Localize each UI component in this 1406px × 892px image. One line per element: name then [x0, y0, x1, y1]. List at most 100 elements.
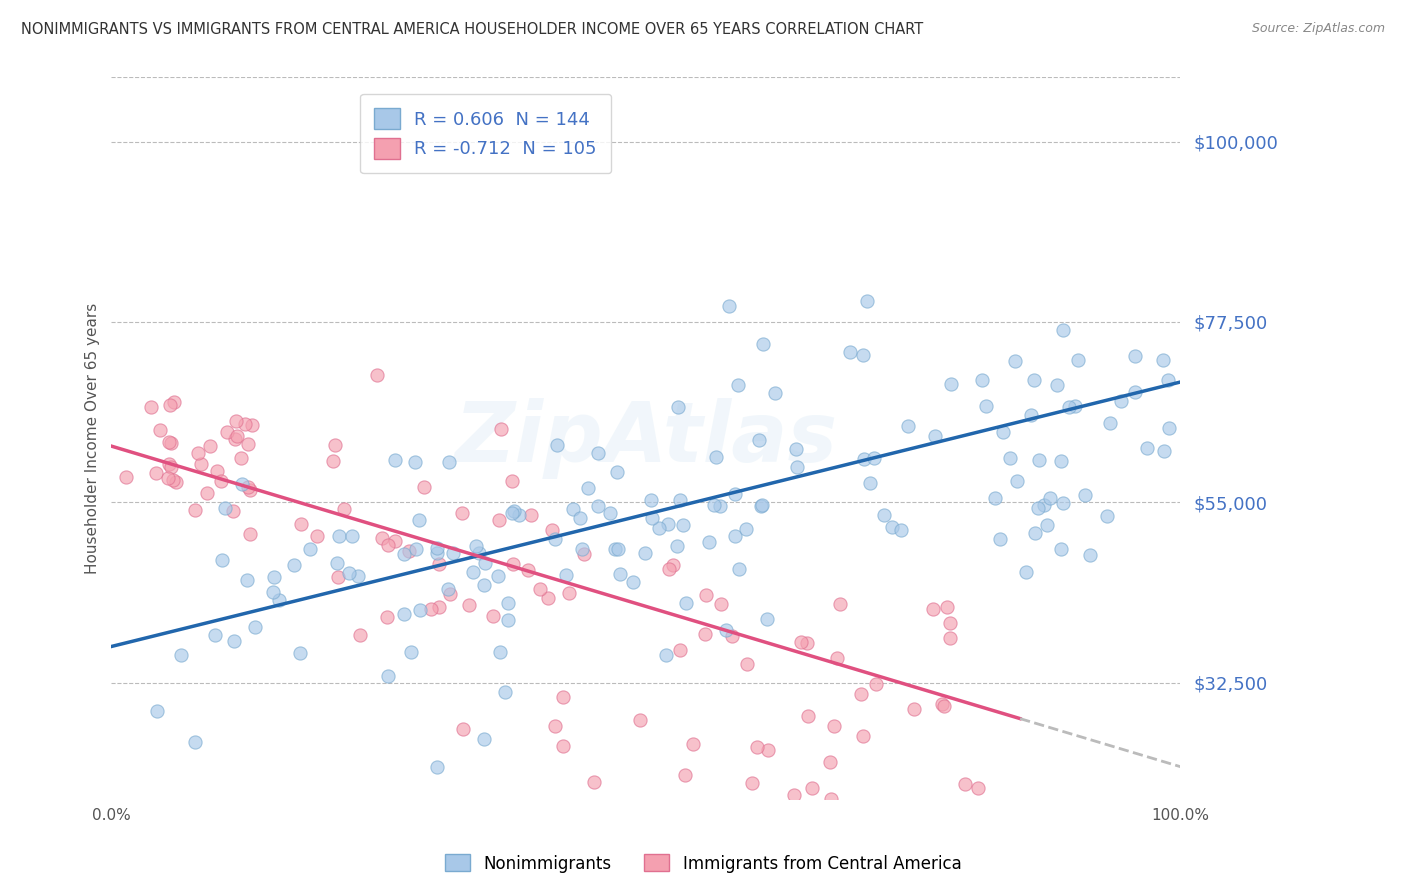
Point	[426, 541, 449, 555]
Point	[796, 709, 818, 723]
Point	[1004, 354, 1026, 368]
Point	[976, 399, 998, 413]
Point	[561, 502, 583, 516]
Point	[697, 534, 720, 549]
Point	[714, 623, 737, 637]
Point	[988, 532, 1011, 546]
Point	[472, 578, 495, 592]
Text: ZipAtlas: ZipAtlas	[454, 398, 838, 479]
Point	[405, 541, 427, 556]
Point	[437, 455, 460, 469]
Point	[170, 648, 193, 663]
Point	[852, 451, 875, 466]
Point	[931, 697, 953, 711]
Point	[972, 373, 994, 387]
Point	[233, 417, 256, 432]
Point	[890, 523, 912, 537]
Point	[163, 395, 186, 409]
Point	[412, 479, 434, 493]
Point	[375, 610, 398, 624]
Point	[235, 573, 257, 587]
Point	[283, 558, 305, 573]
Point	[461, 565, 484, 579]
Point	[307, 529, 329, 543]
Point	[214, 501, 236, 516]
Text: NONIMMIGRANTS VS IMMIGRANTS FROM CENTRAL AMERICA HOUSEHOLDER INCOME OVER 65 YEAR: NONIMMIGRANTS VS IMMIGRANTS FROM CENTRAL…	[21, 22, 924, 37]
Point	[1052, 323, 1074, 337]
Point	[323, 438, 346, 452]
Point	[205, 464, 228, 478]
Point	[633, 546, 655, 560]
Legend: R = 0.606  N = 144, R = -0.712  N = 105: R = 0.606 N = 144, R = -0.712 N = 105	[360, 94, 612, 173]
Point	[231, 476, 253, 491]
Point	[1024, 373, 1046, 387]
Point	[783, 788, 806, 802]
Point	[641, 511, 664, 525]
Point	[709, 499, 731, 513]
Point	[209, 475, 232, 489]
Point	[517, 562, 540, 576]
Point	[666, 539, 689, 553]
Point	[1109, 393, 1132, 408]
Point	[1063, 399, 1085, 413]
Point	[1073, 488, 1095, 502]
Point	[225, 429, 247, 443]
Point	[1036, 517, 1059, 532]
Point	[224, 433, 246, 447]
Point	[222, 504, 245, 518]
Point	[669, 493, 692, 508]
Point	[328, 569, 350, 583]
Point	[328, 529, 350, 543]
Point	[162, 473, 184, 487]
Point	[238, 437, 260, 451]
Point	[426, 546, 449, 560]
Point	[1067, 353, 1090, 368]
Point	[786, 460, 808, 475]
Point	[159, 398, 181, 412]
Point	[749, 499, 772, 513]
Point	[820, 791, 842, 805]
Point	[519, 508, 541, 523]
Point	[586, 446, 609, 460]
Point	[1057, 401, 1080, 415]
Point	[818, 755, 841, 769]
Point	[852, 730, 875, 744]
Point	[1157, 421, 1180, 435]
Point	[554, 567, 576, 582]
Point	[1028, 452, 1050, 467]
Point	[465, 539, 488, 553]
Point	[322, 454, 344, 468]
Point	[333, 501, 356, 516]
Point	[502, 557, 524, 571]
Point	[849, 687, 872, 701]
Point	[921, 602, 943, 616]
Point	[489, 645, 512, 659]
Point	[437, 582, 460, 596]
Point	[543, 719, 565, 733]
Point	[896, 419, 918, 434]
Point	[408, 603, 430, 617]
Y-axis label: Householder Income Over 65 years: Householder Income Over 65 years	[86, 302, 100, 574]
Point	[457, 598, 479, 612]
Point	[494, 684, 516, 698]
Point	[225, 414, 247, 428]
Point	[703, 499, 725, 513]
Point	[859, 475, 882, 490]
Point	[262, 585, 284, 599]
Point	[340, 529, 363, 543]
Point	[384, 453, 406, 467]
Point	[934, 698, 956, 713]
Point	[588, 499, 610, 513]
Point	[1157, 373, 1180, 387]
Point	[450, 506, 472, 520]
Point	[720, 629, 742, 643]
Point	[551, 739, 574, 754]
Point	[236, 480, 259, 494]
Point	[482, 609, 505, 624]
Point	[139, 400, 162, 414]
Point	[606, 542, 628, 557]
Point	[157, 457, 180, 471]
Point	[1024, 526, 1046, 541]
Point	[728, 562, 751, 576]
Point	[501, 506, 523, 520]
